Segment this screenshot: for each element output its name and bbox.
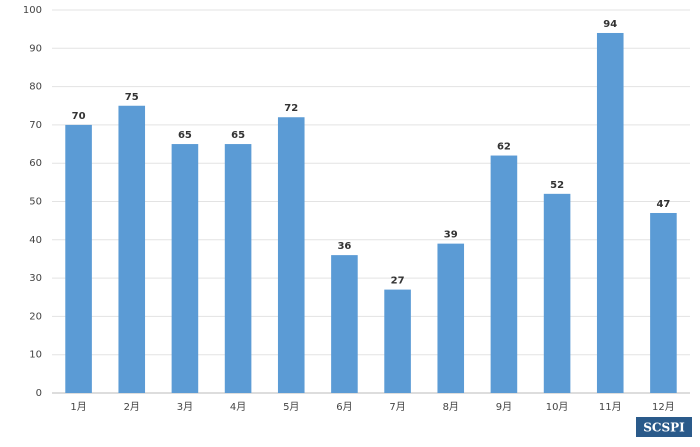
value-label: 27 bbox=[391, 276, 405, 287]
bar bbox=[65, 124, 92, 394]
y-tick-label: 60 bbox=[29, 158, 42, 169]
bar bbox=[384, 289, 411, 393]
x-tick-label: 4月 bbox=[230, 401, 246, 413]
x-tick-label: 5月 bbox=[283, 401, 299, 413]
x-tick-label: 2月 bbox=[124, 401, 140, 413]
watermark-box bbox=[636, 417, 692, 437]
bar bbox=[118, 105, 146, 393]
value-label: 94 bbox=[603, 19, 617, 30]
value-label: 39 bbox=[444, 230, 458, 241]
y-tick-label: 70 bbox=[29, 120, 42, 131]
value-label: 65 bbox=[231, 130, 245, 141]
y-tick-label: 20 bbox=[29, 311, 42, 322]
x-tick-label: 8月 bbox=[443, 401, 459, 413]
y-tick-label: 0 bbox=[36, 388, 42, 399]
bar bbox=[490, 155, 518, 393]
x-tick-label: 11月 bbox=[599, 401, 622, 413]
x-tick-label: 9月 bbox=[496, 401, 512, 413]
bar bbox=[650, 212, 677, 393]
bar bbox=[596, 32, 624, 393]
value-label: 47 bbox=[656, 199, 670, 210]
y-tick-label: 100 bbox=[23, 5, 42, 16]
value-label: 72 bbox=[284, 103, 298, 114]
value-label: 62 bbox=[497, 142, 511, 153]
y-tick-label: 10 bbox=[29, 350, 42, 361]
bar bbox=[224, 144, 252, 393]
bar bbox=[171, 144, 199, 393]
x-tick-label: 7月 bbox=[389, 401, 405, 413]
y-tick-label: 40 bbox=[29, 235, 42, 246]
y-tick-label: 80 bbox=[29, 82, 42, 93]
y-tick-label: 30 bbox=[29, 273, 42, 284]
value-label: 75 bbox=[125, 92, 139, 103]
x-tick-label: 12月 bbox=[652, 401, 675, 413]
value-label: 65 bbox=[178, 130, 192, 141]
x-tick-label: 3月 bbox=[177, 401, 193, 413]
x-tick-label: 6月 bbox=[336, 401, 352, 413]
value-label: 36 bbox=[337, 241, 351, 252]
y-tick-label: 50 bbox=[29, 197, 42, 208]
bar bbox=[543, 193, 571, 393]
watermark: SCSPI bbox=[643, 421, 685, 435]
x-tick-label: 10月 bbox=[546, 401, 569, 413]
value-label: 52 bbox=[550, 180, 564, 191]
bar bbox=[331, 255, 358, 393]
bar bbox=[437, 243, 465, 393]
bar bbox=[277, 117, 305, 394]
x-tick-label: 1月 bbox=[70, 401, 86, 413]
value-label: 70 bbox=[72, 111, 86, 122]
y-tick-label: 90 bbox=[29, 43, 42, 54]
